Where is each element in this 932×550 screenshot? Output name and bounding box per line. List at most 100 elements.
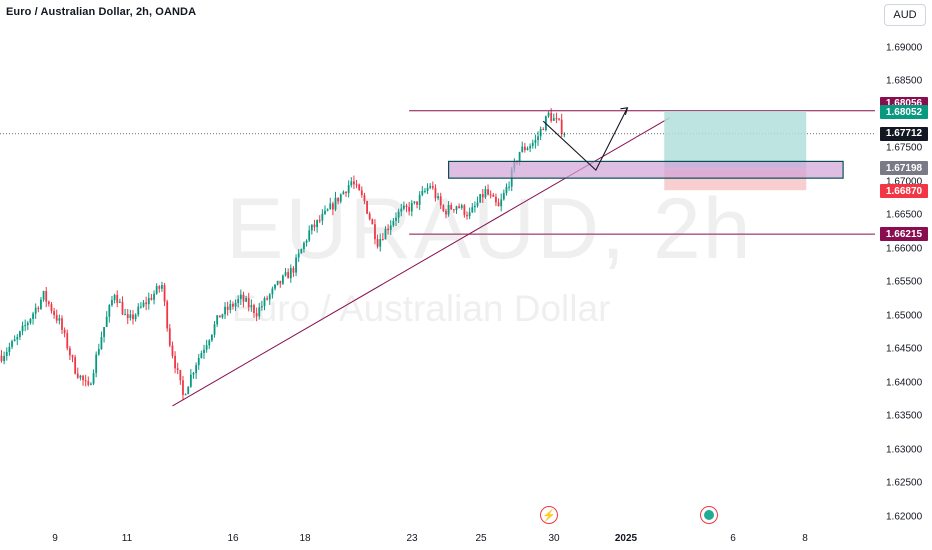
candle-body: [92, 373, 95, 384]
candle-body: [113, 295, 116, 301]
candle-body: [218, 315, 221, 318]
entry-price-label: 1.67198: [880, 161, 928, 176]
candle-body: [392, 220, 395, 226]
candle-body: [326, 209, 329, 211]
candle-body: [484, 189, 487, 198]
candle-series: [0, 108, 566, 401]
candle-body: [90, 383, 92, 385]
candle-body: [487, 189, 489, 195]
price-tick: 1.68500: [886, 75, 923, 87]
candle-body: [200, 353, 203, 359]
flash-event-icon[interactable]: ⚡: [540, 506, 558, 524]
candle-body: [195, 365, 198, 374]
profit-zone: [664, 111, 807, 169]
candle-body: [34, 307, 37, 314]
candle-body: [547, 112, 550, 117]
candle-body: [305, 240, 308, 243]
candle-body: [466, 215, 468, 217]
candle-body: [74, 357, 77, 374]
stop-loss-label: 1.66870: [880, 184, 928, 199]
candle-body: [203, 349, 205, 354]
candle-body: [534, 139, 537, 143]
candle-body: [555, 118, 558, 120]
candle-body: [263, 298, 266, 307]
candle-body: [300, 249, 303, 254]
candle-body: [37, 307, 40, 309]
candle-body: [350, 181, 353, 186]
candle-body: [529, 146, 532, 149]
candle-body: [421, 190, 424, 195]
price-tick: 1.63000: [886, 444, 923, 455]
candle-body: [145, 302, 148, 305]
candle-body: [539, 128, 542, 137]
price-tick: 1.66500: [886, 209, 923, 221]
candle-body: [66, 333, 69, 349]
candle-body: [489, 194, 492, 196]
candle-body: [342, 191, 345, 195]
candle-body: [197, 358, 200, 366]
candle-body: [474, 205, 476, 208]
candle-body: [121, 301, 124, 315]
candle-body: [282, 275, 284, 284]
candle-body: [129, 314, 132, 319]
candle-body: [139, 306, 142, 308]
candle-body: [216, 315, 219, 325]
candle-body: [447, 204, 450, 215]
take-profit-label: 1.68052: [880, 105, 928, 120]
candle-body: [266, 298, 269, 300]
candle-body: [63, 329, 66, 334]
candle-body: [558, 118, 560, 120]
candle-body: [126, 314, 129, 319]
watermark-name: Euro / Australian Dollar: [232, 288, 611, 329]
economic-event-dot: [704, 510, 714, 520]
candle-body: [542, 128, 545, 131]
candle-body: [410, 202, 413, 212]
candle-body: [24, 325, 27, 327]
candle-body: [3, 356, 6, 362]
candle-body: [61, 318, 63, 330]
candle-body: [184, 394, 187, 396]
candle-body: [537, 136, 539, 140]
candle-body: [379, 239, 382, 247]
candle-body: [84, 380, 87, 382]
candle-body: [502, 192, 505, 200]
economic-event-icon[interactable]: [700, 506, 718, 524]
candle-body: [508, 186, 510, 188]
candle-body: [313, 224, 316, 228]
date-tick: 16: [227, 533, 239, 544]
candle-body: [168, 328, 171, 346]
candle-body: [355, 184, 358, 186]
candle-body: [497, 202, 500, 207]
candle-body: [147, 297, 150, 305]
candle-body: [324, 210, 326, 214]
candle-body: [274, 284, 276, 289]
currency-button[interactable]: AUD: [884, 4, 926, 26]
candle-body: [521, 146, 524, 153]
candle-body: [271, 288, 274, 295]
candle-body: [68, 348, 71, 356]
candle-body: [250, 305, 253, 308]
candle-body: [19, 331, 21, 337]
candle-body: [242, 294, 245, 302]
candle-body: [253, 305, 255, 314]
candle-body: [337, 197, 340, 202]
candle-body: [155, 286, 158, 294]
candle-body: [284, 272, 287, 276]
candle-body: [226, 306, 229, 310]
candle-body: [500, 199, 503, 207]
candle-body: [376, 239, 379, 247]
candle-body: [476, 202, 479, 206]
candle-body: [105, 316, 108, 328]
candle-body: [258, 307, 261, 317]
candle-body: [153, 293, 155, 300]
candle-body: [431, 186, 434, 189]
date-tick: 6: [730, 533, 736, 544]
candle-body: [329, 203, 332, 210]
candle-body: [108, 305, 111, 317]
date-tick: 25: [475, 533, 487, 544]
candle-body: [366, 201, 368, 214]
candle-body: [224, 306, 226, 315]
candle-body: [458, 206, 461, 208]
candle-body: [424, 190, 426, 192]
